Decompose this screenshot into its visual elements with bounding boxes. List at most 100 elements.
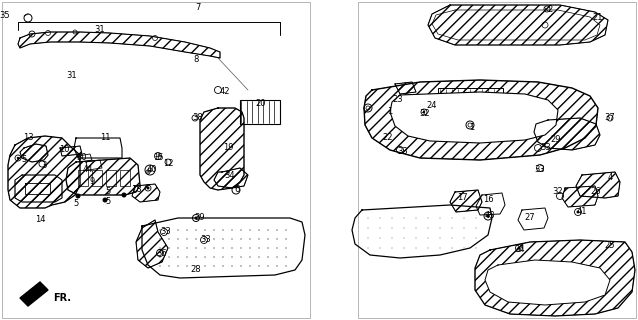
Text: 37: 37: [605, 114, 616, 123]
Text: 2: 2: [547, 5, 553, 14]
Bar: [438, 88, 503, 108]
Text: 42: 42: [219, 87, 230, 97]
Circle shape: [285, 238, 287, 240]
Circle shape: [168, 238, 170, 240]
Circle shape: [213, 229, 215, 231]
Text: 43: 43: [485, 212, 495, 220]
Text: 33: 33: [535, 165, 545, 174]
Circle shape: [147, 187, 149, 189]
Text: 8: 8: [193, 55, 198, 65]
Circle shape: [380, 227, 381, 229]
Text: 21: 21: [593, 13, 604, 22]
Text: 6: 6: [234, 186, 240, 195]
Circle shape: [427, 247, 429, 249]
Circle shape: [380, 247, 381, 249]
Circle shape: [463, 237, 464, 239]
Text: 44: 44: [83, 165, 93, 174]
Circle shape: [204, 238, 206, 240]
Polygon shape: [20, 282, 48, 306]
Text: 11: 11: [100, 133, 110, 142]
Circle shape: [258, 229, 260, 231]
Circle shape: [267, 265, 269, 267]
Circle shape: [147, 171, 149, 173]
Circle shape: [204, 247, 206, 249]
Circle shape: [177, 238, 179, 240]
Circle shape: [427, 237, 429, 239]
Circle shape: [186, 229, 188, 231]
Circle shape: [285, 265, 287, 267]
Circle shape: [517, 246, 521, 250]
Text: 9: 9: [89, 178, 94, 187]
Text: 34: 34: [515, 245, 525, 254]
Circle shape: [222, 265, 224, 267]
Text: 26: 26: [591, 188, 601, 196]
Text: 5: 5: [105, 188, 110, 196]
Circle shape: [160, 238, 161, 240]
Circle shape: [367, 227, 369, 229]
Circle shape: [195, 265, 197, 267]
Text: 33: 33: [200, 236, 211, 244]
Circle shape: [17, 157, 19, 159]
Circle shape: [267, 247, 269, 249]
Circle shape: [415, 247, 417, 249]
Text: 3: 3: [41, 161, 47, 170]
Circle shape: [380, 217, 381, 219]
Circle shape: [160, 247, 161, 249]
Circle shape: [403, 227, 404, 229]
Circle shape: [440, 217, 441, 219]
Circle shape: [577, 211, 579, 213]
Circle shape: [249, 238, 251, 240]
Circle shape: [475, 247, 477, 249]
Circle shape: [177, 265, 179, 267]
Circle shape: [231, 265, 233, 267]
Circle shape: [415, 217, 417, 219]
Text: 10: 10: [59, 146, 70, 155]
Circle shape: [267, 229, 269, 231]
Text: 30: 30: [77, 154, 87, 163]
Text: 23: 23: [392, 95, 403, 105]
Text: 31: 31: [94, 26, 105, 35]
Circle shape: [451, 247, 453, 249]
Circle shape: [451, 227, 453, 229]
Circle shape: [213, 256, 215, 258]
Circle shape: [177, 247, 179, 249]
Circle shape: [186, 238, 188, 240]
Text: 31: 31: [67, 71, 77, 81]
Circle shape: [177, 229, 179, 231]
Circle shape: [440, 237, 441, 239]
Text: 5: 5: [22, 156, 27, 164]
Circle shape: [75, 194, 80, 198]
Circle shape: [391, 217, 393, 219]
Circle shape: [463, 247, 464, 249]
Circle shape: [177, 256, 179, 258]
Circle shape: [258, 238, 260, 240]
Circle shape: [231, 229, 233, 231]
Circle shape: [391, 237, 393, 239]
Text: 35: 35: [0, 11, 10, 20]
Text: 29: 29: [551, 135, 561, 145]
Text: 41: 41: [577, 207, 587, 217]
Text: 38: 38: [193, 114, 204, 123]
Circle shape: [367, 217, 369, 219]
Circle shape: [195, 238, 197, 240]
Circle shape: [186, 265, 188, 267]
Text: 14: 14: [34, 215, 45, 225]
Circle shape: [440, 227, 441, 229]
Bar: [120, 170, 130, 186]
Text: 5: 5: [105, 197, 110, 206]
Circle shape: [463, 217, 464, 219]
Circle shape: [427, 227, 429, 229]
Circle shape: [258, 256, 260, 258]
Circle shape: [276, 256, 278, 258]
Circle shape: [451, 217, 453, 219]
Circle shape: [249, 265, 251, 267]
Circle shape: [276, 265, 278, 267]
Circle shape: [403, 237, 404, 239]
Polygon shape: [390, 92, 558, 143]
Circle shape: [213, 238, 215, 240]
Text: 1: 1: [387, 108, 392, 116]
Circle shape: [403, 247, 404, 249]
Circle shape: [415, 237, 417, 239]
Text: 27: 27: [524, 213, 535, 222]
Text: 16: 16: [483, 196, 493, 204]
